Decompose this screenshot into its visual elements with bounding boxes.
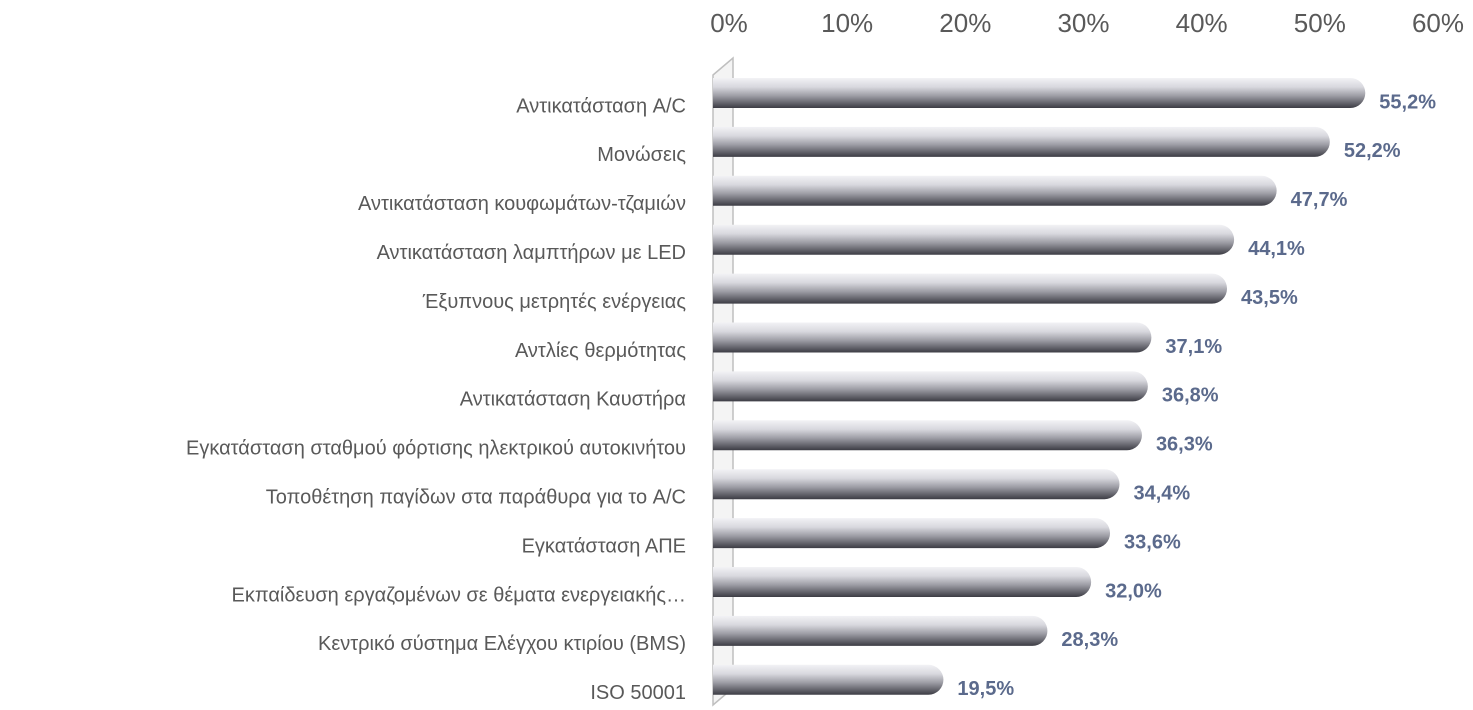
x-tick-label: 20% bbox=[939, 8, 991, 38]
bar bbox=[713, 322, 1152, 353]
y-tick-label: Αντικατάσταση λαμπτήρων με LED bbox=[377, 242, 686, 264]
bar bbox=[713, 664, 944, 695]
y-tick-label: Εγκατάσταση ΑΠΕ bbox=[522, 535, 686, 557]
y-tick-label: Αντικατάσταση κουφωμάτων-τζαμιών bbox=[358, 193, 686, 215]
bar bbox=[713, 567, 1092, 597]
data-label: 34,4% bbox=[1133, 482, 1190, 504]
data-label: 33,6% bbox=[1124, 531, 1181, 553]
y-tick-label: Κεντρικό σύστημα Ελέγχου κτιρίου (BMS) bbox=[318, 633, 686, 655]
y-tick-label: Αντικατάσταση Καυστήρα bbox=[460, 389, 686, 411]
y-tick-label: Τοποθέτηση παγίδων στα παράθυρα για το A… bbox=[266, 486, 686, 508]
x-tick-label: 10% bbox=[821, 8, 873, 38]
x-tick-label: 60% bbox=[1412, 8, 1464, 38]
x-tick-label: 40% bbox=[1176, 8, 1228, 38]
bar bbox=[713, 273, 1228, 304]
x-tick-label: 30% bbox=[1057, 8, 1109, 38]
bar bbox=[713, 224, 1235, 255]
bar bbox=[713, 615, 1048, 646]
x-tick-label: 50% bbox=[1294, 8, 1346, 38]
data-label: 36,3% bbox=[1156, 434, 1213, 456]
data-label: 44,1% bbox=[1248, 238, 1305, 260]
data-label: 47,7% bbox=[1291, 189, 1348, 211]
y-tick-label: Μονώσεις bbox=[597, 144, 686, 166]
data-label: 36,8% bbox=[1162, 385, 1219, 407]
bar bbox=[713, 518, 1111, 549]
bar bbox=[713, 469, 1120, 500]
y-tick-label: Εκπαίδευση εργαζομένων σε θέματα ενεργει… bbox=[231, 584, 686, 606]
data-label: 52,2% bbox=[1344, 140, 1401, 162]
y-tick-label: Έξυπνους μετρητές ενέργειας bbox=[422, 291, 687, 313]
bar bbox=[713, 420, 1142, 451]
data-label: 43,5% bbox=[1241, 287, 1298, 309]
data-label: 55,2% bbox=[1379, 91, 1436, 113]
y-tick-label: ISO 50001 bbox=[590, 682, 686, 704]
data-label: 19,5% bbox=[957, 678, 1014, 700]
bar bbox=[713, 78, 1366, 108]
data-label: 32,0% bbox=[1105, 580, 1162, 602]
data-label: 37,1% bbox=[1165, 336, 1222, 358]
bar bbox=[713, 371, 1148, 402]
y-tick-label: Αντικατάσταση A/C bbox=[516, 95, 686, 117]
bar bbox=[713, 175, 1277, 206]
bar bbox=[713, 126, 1330, 157]
x-tick-label: 0% bbox=[710, 8, 748, 38]
y-tick-label: Αντλίες θερμότητας bbox=[515, 340, 686, 362]
data-label: 28,3% bbox=[1061, 629, 1118, 651]
y-tick-label: Εγκατάσταση σταθμού φόρτισης ηλεκτρικού … bbox=[186, 438, 686, 460]
